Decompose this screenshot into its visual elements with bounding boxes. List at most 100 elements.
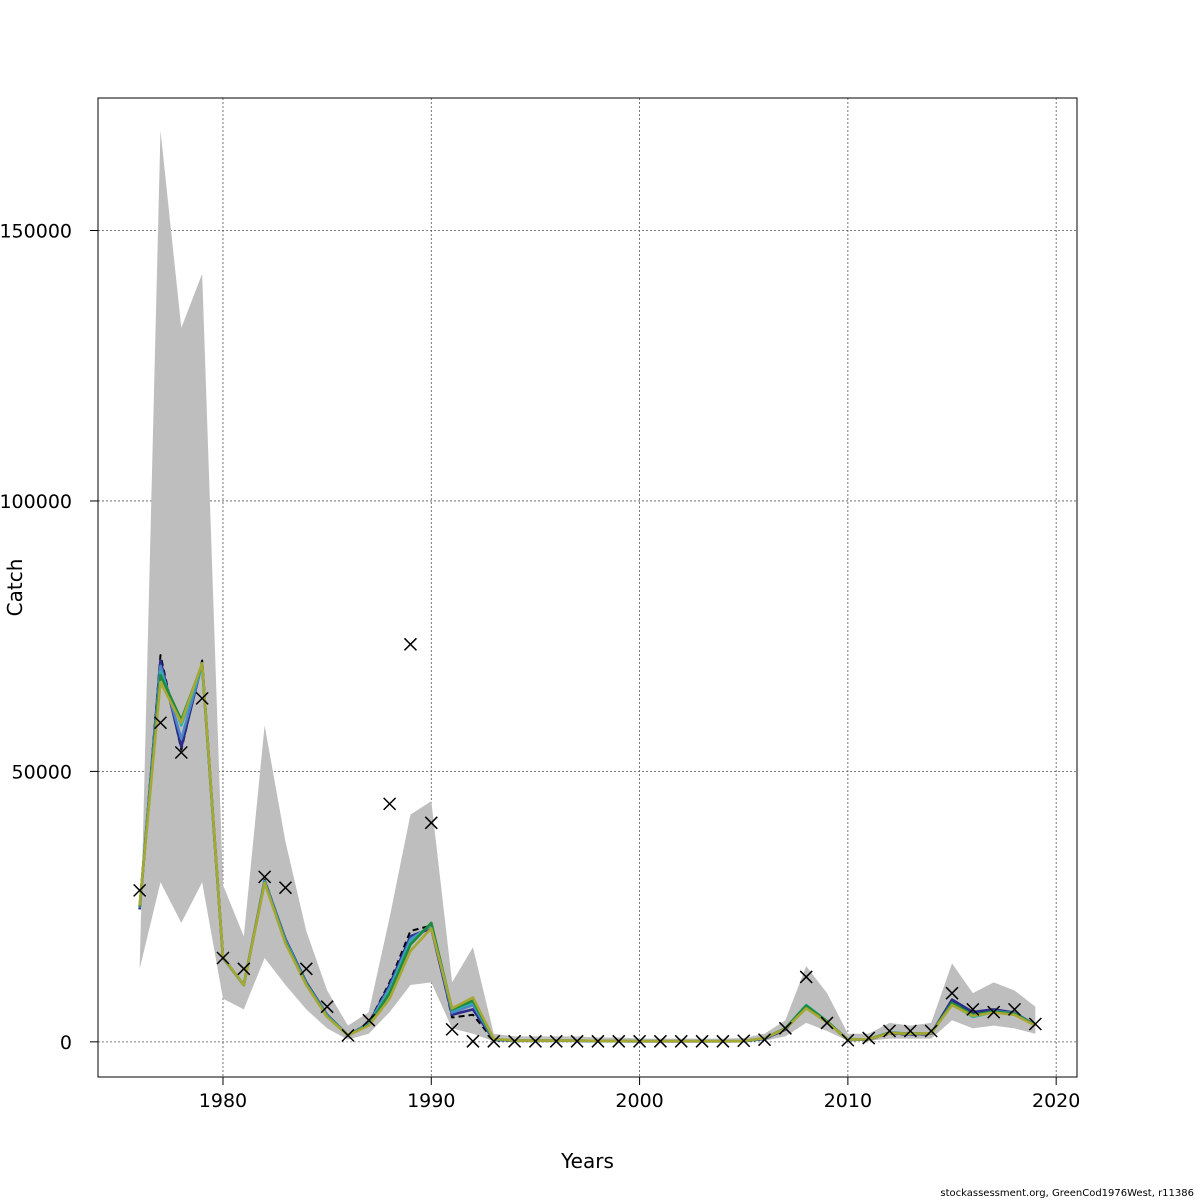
observed-point (862, 1031, 876, 1045)
y-axis-title: Catch (3, 559, 27, 617)
observed-point-stroke (174, 745, 188, 759)
observed-point (258, 870, 272, 884)
observed-point (403, 637, 417, 651)
observed-point-stroke (778, 1021, 792, 1035)
observed-point (341, 1028, 355, 1042)
axes: 1980 1990 2000 2010 2020 0 50000 100000 150000 (0, 221, 1080, 1112)
observed-point (820, 1016, 834, 1030)
observed-point (758, 1033, 772, 1047)
observed-point-stroke (299, 962, 313, 976)
confidence-band-layer (139, 130, 1036, 1042)
observed-point (1007, 1002, 1022, 1016)
observed-point-stroke (237, 962, 251, 976)
observed-point-stroke (924, 1024, 938, 1038)
observed-point-stroke (570, 1034, 584, 1048)
observed-point-stroke (258, 870, 272, 884)
observed-point (737, 1034, 751, 1048)
observed-point (945, 986, 959, 1000)
observed-point-stroke (278, 881, 292, 895)
x-tick-label: 2000 (615, 1090, 663, 1112)
observed-point (362, 1013, 376, 1027)
observed-point-stroke (1007, 1002, 1022, 1016)
observed-point (278, 881, 292, 895)
y-tick-label: 50000 (12, 761, 72, 783)
observed-point (903, 1024, 917, 1038)
observed-point (487, 1034, 501, 1048)
observed-point-stroke (695, 1034, 709, 1048)
observed-point (695, 1034, 709, 1048)
observed-point (653, 1034, 667, 1048)
observed-point-stroke (320, 1000, 334, 1014)
observed-point-stroke (195, 691, 209, 705)
observed-point-stroke (674, 1034, 688, 1048)
y-tick-label: 0 (60, 1032, 72, 1054)
x-tick-label: 1980 (199, 1090, 247, 1112)
observed-point (174, 745, 188, 759)
observed-point (612, 1034, 626, 1048)
observed-point-stroke (820, 1016, 834, 1030)
observed-point-stroke (862, 1031, 876, 1045)
observed-point (1028, 1017, 1042, 1031)
observed-point (778, 1021, 792, 1035)
observed-point (674, 1034, 688, 1048)
observed-point (153, 716, 168, 730)
observed-point-stroke (424, 816, 438, 830)
observed-point (799, 970, 813, 984)
observed-point (424, 816, 438, 830)
observed-point-stroke (403, 637, 417, 651)
observed-point-stroke (841, 1033, 855, 1047)
observed-point-stroke (445, 1022, 459, 1036)
observed-point-stroke (612, 1034, 626, 1048)
observed-point-stroke (341, 1028, 355, 1042)
observed-point (716, 1034, 730, 1048)
observed-point (841, 1033, 855, 1047)
observed-point-stroke (758, 1033, 772, 1047)
observed-point-stroke (903, 1024, 917, 1038)
observed-point (216, 951, 230, 965)
observed-point-stroke (549, 1034, 563, 1048)
observed-point-stroke (1028, 1017, 1042, 1031)
x-tick-label: 2020 (1032, 1090, 1080, 1112)
observed-point (466, 1034, 480, 1048)
observed-point-stroke (799, 970, 813, 984)
observed-points-layer (133, 637, 1042, 1048)
observed-point-stroke (633, 1034, 647, 1048)
observed-point-stroke (966, 1002, 980, 1016)
observed-point (299, 962, 313, 976)
x-axis-title: Years (560, 1149, 614, 1173)
observed-point (528, 1034, 542, 1048)
credit-text: stockassessment.org, GreenCod1976West, r… (940, 1188, 1194, 1199)
observed-point-stroke (716, 1034, 730, 1048)
observed-point-stroke (153, 716, 168, 730)
observed-point (445, 1022, 459, 1036)
observed-point (987, 1005, 1001, 1019)
observed-point (883, 1024, 897, 1038)
observed-point-stroke (737, 1034, 751, 1048)
observed-point-stroke (987, 1005, 1001, 1019)
observed-point-stroke (487, 1034, 501, 1048)
observed-point (237, 962, 251, 976)
observed-point (570, 1034, 584, 1048)
observed-point-stroke (362, 1013, 376, 1027)
observed-point-stroke (591, 1034, 605, 1048)
observed-point (508, 1034, 522, 1048)
observed-point-stroke (133, 883, 147, 897)
observed-point (591, 1034, 605, 1048)
observed-point-stroke (216, 951, 230, 965)
observed-point-stroke (508, 1034, 522, 1048)
observed-point (633, 1034, 647, 1048)
confidence-band (139, 130, 1036, 1042)
observed-point (320, 1000, 334, 1014)
y-tick-label: 100000 (0, 491, 72, 513)
observed-point-stroke (653, 1034, 667, 1048)
observed-point-stroke (466, 1034, 480, 1048)
observed-point (924, 1024, 938, 1038)
observed-point (133, 883, 147, 897)
observed-point (383, 797, 397, 811)
x-tick-label: 2010 (824, 1090, 872, 1112)
observed-point (549, 1034, 563, 1048)
observed-point (195, 691, 209, 705)
observed-point-stroke (883, 1024, 897, 1038)
y-tick-label: 150000 (0, 221, 72, 243)
